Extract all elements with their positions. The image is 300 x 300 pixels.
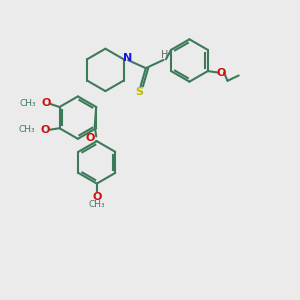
Text: O: O [41, 98, 51, 109]
Text: O: O [85, 133, 95, 143]
Text: CH₃: CH₃ [88, 200, 105, 209]
Text: N: N [123, 53, 132, 63]
Text: CH₃: CH₃ [19, 125, 35, 134]
Text: CH₃: CH₃ [19, 99, 36, 108]
Text: O: O [217, 68, 226, 78]
Text: H: H [161, 50, 169, 60]
Text: O: O [92, 192, 101, 202]
Text: O: O [41, 125, 50, 135]
Text: S: S [135, 87, 143, 97]
